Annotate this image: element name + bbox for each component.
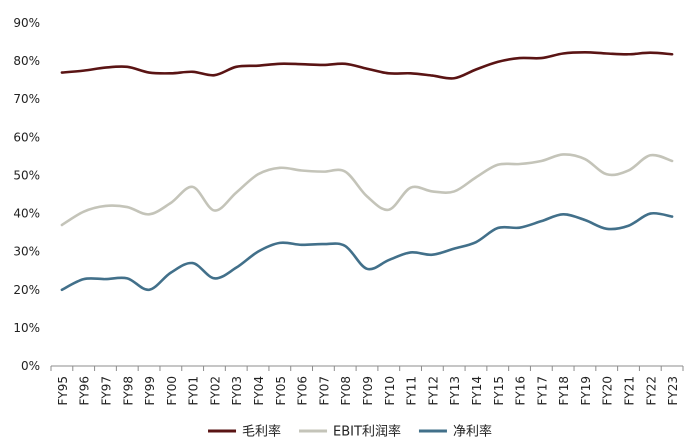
x-axis: FY95 FY96 FY97 FY98 FY99 FY00 FY01 FY02 FY03 FY04… (50, 365, 684, 406)
x-tick-label: FY13 (448, 376, 462, 406)
x-tick-label: FY96 (78, 376, 92, 406)
x-tick-label: FY20 (601, 376, 615, 406)
y-tick-label: 80% (13, 54, 40, 68)
x-tick-label: FY07 (317, 376, 331, 406)
x-tick-label: FY16 (514, 376, 528, 406)
y-tick-label: 20% (13, 283, 40, 297)
x-tick-label: FY08 (339, 376, 353, 406)
x-tick-label: FY06 (296, 376, 310, 406)
x-tick-label: FY97 (99, 376, 113, 406)
x-tick-label: FY05 (274, 376, 288, 406)
y-tick-label: 30% (13, 245, 40, 259)
y-tick-label: 60% (13, 130, 40, 144)
y-tick-label: 50% (13, 168, 40, 182)
x-tick-label: FY12 (426, 376, 440, 406)
x-tick-label: FY99 (143, 376, 157, 406)
x-tick-label: FY04 (252, 376, 266, 406)
y-tick-label: 10% (13, 321, 40, 335)
x-tick-label: FY22 (644, 376, 658, 406)
x-tick-label: FY19 (579, 376, 593, 406)
legend-label-net-margin: 净利率 (453, 424, 492, 440)
x-tick-label: FY11 (405, 376, 419, 406)
x-tick-label: FY10 (383, 376, 397, 406)
legend-label-gross-margin: 毛利率 (242, 424, 281, 440)
x-tick-label: FY17 (535, 376, 549, 406)
x-tick-label: FY15 (492, 376, 506, 406)
series-line-net-margin (60, 211, 674, 292)
series-line-ebit-margin (60, 153, 674, 227)
y-axis: 0% 10% 20% 30% 40% 50% 60% 70% 80% 90% (13, 16, 40, 373)
x-tick-label: FY18 (557, 376, 571, 406)
x-tick-label: FY03 (230, 376, 244, 406)
series-line-gross-margin (60, 51, 674, 80)
x-tick-label: FY14 (470, 376, 484, 406)
legend: 毛利率 EBIT利润率 净利率 (208, 424, 492, 440)
x-tick-label: FY01 (187, 376, 201, 406)
legend-label-ebit-margin: EBIT利润率 (333, 424, 401, 440)
series-lines (60, 51, 674, 292)
x-tick-label: FY95 (56, 376, 70, 406)
x-tick-label: FY00 (165, 376, 179, 406)
x-tick-label: FY98 (121, 376, 135, 406)
x-tick-label: FY21 (623, 376, 637, 406)
x-tick-label: FY09 (361, 376, 375, 406)
x-tick-label: FY23 (666, 376, 680, 406)
x-tick-label: FY02 (208, 376, 222, 406)
y-tick-label: 40% (13, 207, 40, 221)
y-tick-label: 70% (13, 92, 40, 106)
y-tick-label: 0% (21, 359, 40, 373)
y-tick-label: 90% (13, 16, 40, 30)
